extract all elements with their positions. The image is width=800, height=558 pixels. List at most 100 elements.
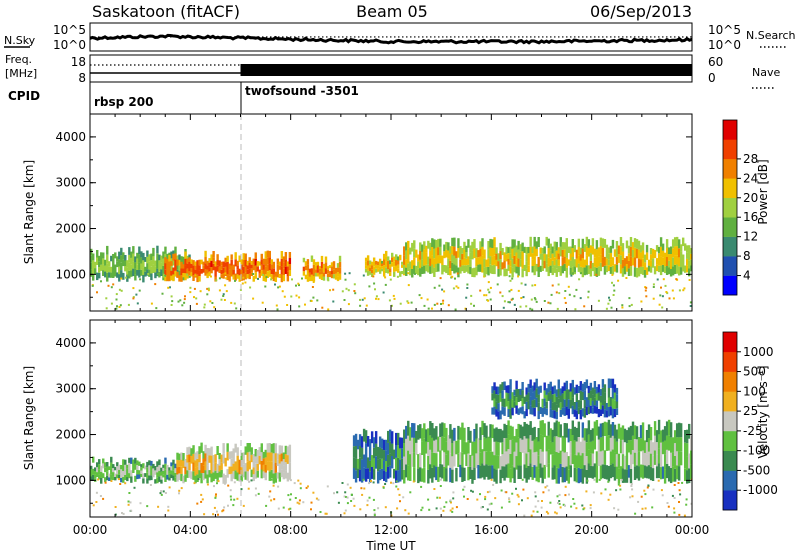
heatmap-cell (495, 455, 498, 470)
heatmap-cell (585, 428, 589, 443)
heatmap-cell (280, 469, 284, 478)
heatmap-cell (489, 256, 492, 265)
heatmap-cell (505, 438, 508, 452)
heatmap-cell (204, 263, 207, 270)
heatmap-cell (509, 408, 512, 419)
heatmap-cell (90, 248, 93, 256)
heatmap-cell (336, 276, 340, 282)
heatmap-cell (569, 246, 572, 254)
heatmap-cell (230, 271, 233, 277)
heatmap-speckle (488, 490, 491, 493)
heatmap-cell (322, 272, 326, 277)
heatmap-speckle (673, 497, 676, 499)
heatmap-cell (529, 379, 532, 389)
heatmap-cell (332, 265, 336, 270)
heatmap-cell (499, 469, 502, 484)
heatmap-speckle (203, 303, 206, 306)
heatmap-cell (164, 475, 167, 482)
heatmap-speckle (573, 295, 576, 298)
heatmap-speckle (572, 498, 575, 500)
heatmap-cell (525, 401, 528, 409)
heatmap-cell (509, 246, 512, 254)
heatmap-cell (601, 257, 605, 267)
heatmap-cell (212, 455, 215, 464)
heatmap-cell (465, 265, 468, 272)
heatmap-cell (501, 430, 504, 443)
heatmap-speckle (513, 303, 516, 306)
heatmap-cell (479, 264, 482, 272)
heatmap-speckle (270, 499, 273, 502)
heatmap-cell (477, 264, 480, 272)
heatmap-speckle (230, 301, 233, 304)
heatmap-cell (150, 253, 153, 261)
heatmap-cell (176, 262, 179, 270)
heatmap-speckle (223, 506, 226, 509)
heatmap-cell (166, 258, 169, 265)
heatmap-cell (92, 468, 95, 475)
heatmap-speckle (347, 289, 350, 292)
heatmap-cell (629, 266, 633, 276)
heatmap-cell (397, 260, 400, 265)
heatmap-cell (272, 274, 276, 282)
heatmap-cell (364, 430, 368, 444)
heatmap-cell (687, 453, 691, 469)
heatmap-cell (617, 254, 621, 263)
heatmap-speckle (242, 276, 245, 279)
heatmap-cell (395, 254, 398, 260)
heatmap-cell (152, 256, 155, 265)
heatmap-cell (393, 449, 396, 460)
heatmap-speckle (291, 278, 293, 281)
heatmap-cell (226, 274, 229, 281)
heatmap-cell (609, 378, 613, 388)
heatmap-cell (202, 261, 205, 266)
heatmap-cell (603, 265, 607, 275)
heatmap-cell (140, 464, 143, 468)
heatmap-speckle (517, 275, 520, 278)
heatmap-cell (675, 255, 679, 265)
heatmap-cell (194, 475, 197, 484)
heatmap-cell (539, 420, 542, 435)
heatmap-cell (551, 394, 554, 403)
heatmap-cell (244, 253, 247, 260)
heatmap-speckle (332, 288, 335, 291)
heatmap-cell (134, 262, 137, 269)
heatmap-speckle (644, 493, 647, 496)
heatmap-cell (581, 408, 585, 417)
heatmap-speckle (661, 295, 664, 298)
heatmap-speckle (423, 304, 426, 307)
heatmap-speckle (573, 502, 576, 505)
heatmap-cell (599, 423, 603, 438)
heatmap-cell (529, 449, 532, 464)
heatmap-cell (304, 274, 308, 280)
heatmap-cell (611, 435, 615, 450)
heatmap-cell (330, 270, 334, 275)
heatmap-cell (419, 424, 422, 439)
heatmap-cell (601, 387, 605, 397)
heatmap-speckle (605, 307, 608, 310)
heatmap-cell (529, 246, 532, 257)
heatmap-cell (411, 452, 414, 467)
heatmap-cell (511, 439, 514, 453)
heatmap-cell (615, 408, 619, 415)
cpid-mode2: twofsound -3501 (245, 84, 359, 98)
heatmap-speckle (604, 488, 607, 491)
heatmap-cell (513, 451, 516, 468)
heatmap-cell (148, 470, 151, 476)
heatmap-cell (407, 240, 410, 249)
heatmap-cell (212, 257, 215, 264)
heatmap-speckle (384, 483, 387, 485)
heatmap-speckle (229, 489, 232, 492)
heatmap-cell (176, 474, 179, 482)
heatmap-cell (511, 248, 514, 259)
heatmap-cell (649, 440, 653, 454)
heatmap-cell (509, 379, 512, 390)
heatmap-cell (429, 449, 432, 465)
heatmap-cell (282, 275, 286, 282)
heatmap-cell (382, 253, 386, 260)
heatmap-cell (286, 455, 290, 464)
heatmap-speckle (294, 497, 297, 499)
heatmap-cell (435, 439, 438, 454)
heatmap-cell (260, 469, 263, 479)
heatmap-speckle (370, 480, 372, 483)
heatmap-cell (663, 259, 667, 267)
